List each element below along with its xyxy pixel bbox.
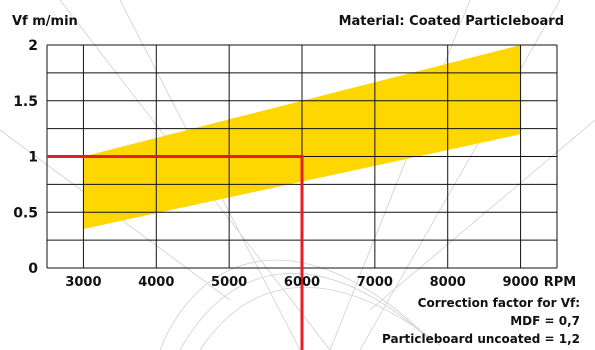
y-axis-label: Vf m/min (12, 14, 78, 29)
x-tick-label-0: 3000 (65, 275, 101, 290)
y-tick-label-0: 0 (28, 261, 38, 277)
x-tick-label-3: 6000 (284, 275, 320, 290)
x-tick-label-6: 9000 (502, 275, 538, 290)
y-tick-label-2: 1 (28, 150, 38, 166)
correction-note-heading: Correction factor for Vf: (418, 296, 580, 310)
x-tick-label-1: 4000 (138, 275, 174, 290)
correction-note-particleboard: Particleboard uncoated = 1,2 (382, 332, 580, 346)
x-tick-label-5: 8000 (430, 275, 466, 290)
x-axis-label: RPM (544, 275, 576, 290)
reading-line-layer (47, 155, 304, 350)
y-tick-labels: 0 0.5 1 1.5 2 (13, 38, 38, 277)
x-tick-label-2: 5000 (211, 275, 247, 290)
x-tick-label-4: 7000 (357, 275, 393, 290)
chart-title: Material: Coated Particleboard (339, 14, 564, 29)
x-tick-labels: 3000 4000 5000 6000 7000 8000 9000 (65, 275, 538, 290)
y-tick-label-1: 0.5 (13, 205, 38, 221)
y-tick-label-3: 1.5 (13, 94, 38, 110)
y-tick-label-4: 2 (28, 38, 38, 54)
reading-line-example (47, 155, 304, 350)
correction-note-mdf: MDF = 0,7 (510, 314, 580, 328)
